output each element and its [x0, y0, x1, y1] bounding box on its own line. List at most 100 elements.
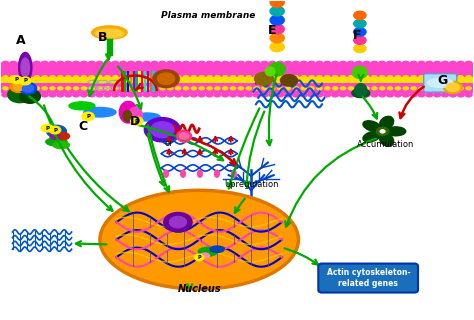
Circle shape	[128, 75, 134, 79]
Text: P: P	[135, 119, 139, 124]
Circle shape	[284, 92, 292, 98]
Circle shape	[340, 75, 346, 79]
Circle shape	[465, 92, 473, 98]
Circle shape	[143, 92, 151, 98]
Circle shape	[197, 92, 206, 98]
Circle shape	[104, 86, 111, 91]
Circle shape	[379, 86, 385, 91]
Circle shape	[159, 86, 166, 91]
Circle shape	[151, 86, 158, 91]
Circle shape	[145, 118, 180, 142]
Circle shape	[57, 75, 64, 79]
Circle shape	[48, 60, 57, 66]
Circle shape	[103, 60, 112, 66]
Circle shape	[65, 75, 72, 79]
Bar	[144, 71, 146, 92]
Circle shape	[41, 124, 53, 132]
Circle shape	[166, 92, 174, 98]
Circle shape	[191, 75, 197, 79]
Ellipse shape	[198, 247, 217, 256]
Circle shape	[354, 20, 366, 28]
Circle shape	[176, 131, 191, 141]
Circle shape	[410, 92, 418, 98]
Circle shape	[433, 60, 441, 66]
Circle shape	[465, 86, 472, 91]
Circle shape	[64, 60, 73, 66]
Text: P: P	[86, 114, 90, 119]
Ellipse shape	[355, 84, 367, 96]
Circle shape	[112, 75, 118, 79]
Circle shape	[276, 60, 284, 66]
Circle shape	[378, 92, 386, 98]
Circle shape	[395, 75, 401, 79]
Ellipse shape	[123, 110, 132, 122]
Circle shape	[237, 75, 244, 79]
Text: Upregulation: Upregulation	[224, 180, 278, 189]
Circle shape	[56, 60, 64, 66]
Circle shape	[425, 92, 434, 98]
Circle shape	[252, 60, 261, 66]
Circle shape	[72, 60, 80, 66]
Circle shape	[135, 60, 143, 66]
Circle shape	[281, 75, 298, 86]
Circle shape	[40, 92, 49, 98]
Circle shape	[378, 60, 386, 66]
Circle shape	[111, 92, 119, 98]
Circle shape	[120, 86, 127, 91]
Bar	[133, 71, 135, 92]
Text: P: P	[14, 77, 18, 82]
Circle shape	[363, 75, 370, 79]
Ellipse shape	[95, 29, 124, 38]
Ellipse shape	[53, 141, 70, 148]
Circle shape	[10, 81, 27, 92]
Circle shape	[49, 75, 56, 79]
Text: P: P	[197, 255, 201, 260]
Circle shape	[401, 92, 410, 98]
Circle shape	[425, 60, 434, 66]
Circle shape	[214, 86, 221, 91]
Circle shape	[410, 60, 418, 66]
Circle shape	[270, 15, 284, 25]
Circle shape	[260, 92, 269, 98]
Circle shape	[268, 92, 277, 98]
Circle shape	[19, 83, 36, 94]
Circle shape	[356, 86, 362, 91]
Circle shape	[246, 86, 252, 91]
Circle shape	[182, 86, 189, 91]
Circle shape	[88, 60, 96, 66]
Circle shape	[33, 60, 41, 66]
Ellipse shape	[265, 67, 275, 76]
Circle shape	[457, 75, 464, 79]
Circle shape	[340, 86, 346, 91]
Circle shape	[332, 86, 338, 91]
Circle shape	[194, 254, 204, 261]
Ellipse shape	[352, 66, 367, 78]
Circle shape	[269, 75, 276, 79]
Circle shape	[442, 75, 448, 79]
Ellipse shape	[134, 113, 160, 121]
Circle shape	[410, 75, 417, 79]
Circle shape	[379, 75, 385, 79]
Bar	[153, 71, 155, 92]
Circle shape	[9, 60, 18, 66]
Bar	[136, 71, 138, 92]
Circle shape	[89, 75, 95, 79]
Circle shape	[402, 86, 409, 91]
Circle shape	[10, 86, 17, 91]
Circle shape	[457, 86, 464, 91]
Circle shape	[332, 75, 338, 79]
Circle shape	[213, 60, 222, 66]
Ellipse shape	[363, 131, 381, 142]
Circle shape	[104, 75, 111, 79]
Circle shape	[13, 83, 24, 91]
Circle shape	[230, 75, 237, 79]
Circle shape	[331, 92, 339, 98]
Bar	[124, 71, 127, 92]
Circle shape	[95, 60, 104, 66]
Circle shape	[260, 60, 269, 66]
Circle shape	[401, 60, 410, 66]
Circle shape	[1, 60, 9, 66]
Ellipse shape	[84, 108, 116, 117]
Circle shape	[175, 86, 182, 91]
Ellipse shape	[232, 170, 236, 177]
